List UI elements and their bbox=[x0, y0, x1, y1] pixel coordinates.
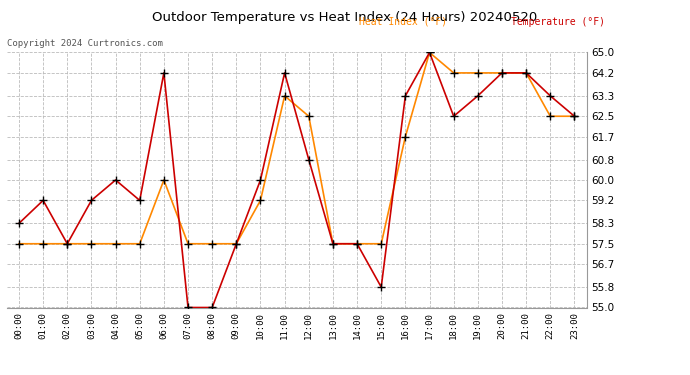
Text: Heat Index (°F): Heat Index (°F) bbox=[359, 17, 447, 27]
Text: Copyright 2024 Curtronics.com: Copyright 2024 Curtronics.com bbox=[7, 39, 163, 48]
Text: Outdoor Temperature vs Heat Index (24 Hours) 20240520: Outdoor Temperature vs Heat Index (24 Ho… bbox=[152, 11, 538, 24]
Text: Temperature (°F): Temperature (°F) bbox=[511, 17, 604, 27]
